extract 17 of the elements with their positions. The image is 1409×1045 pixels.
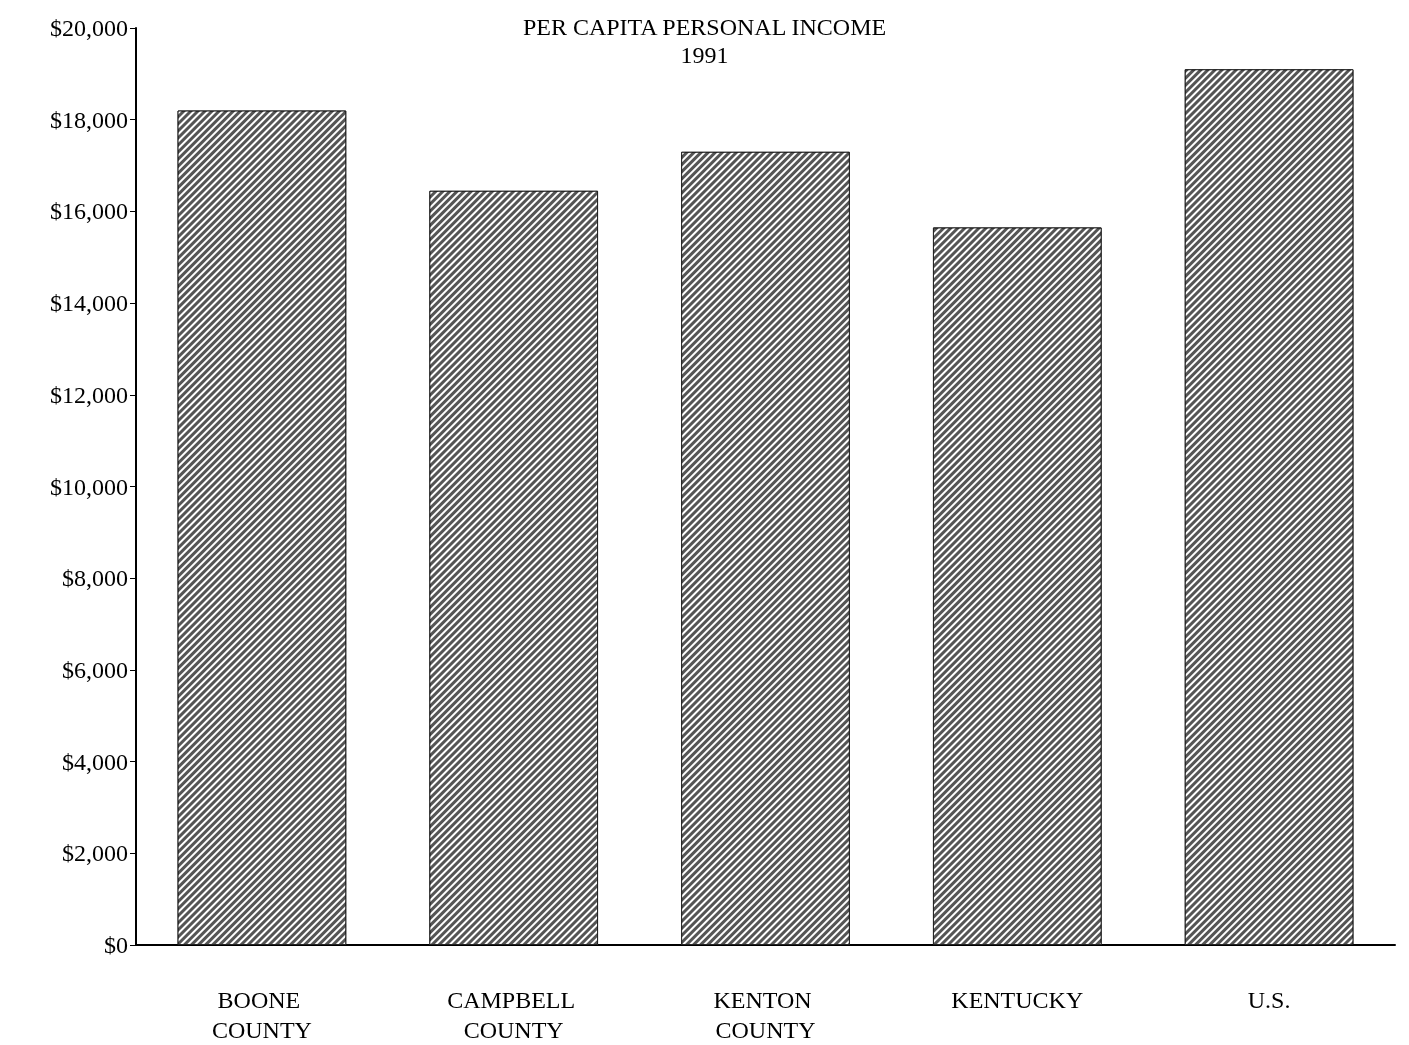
- y-tick-label: $18,000: [50, 106, 128, 133]
- x-tick-label: BOONE COUNTY: [211, 987, 312, 1043]
- y-tick-label: $10,000: [50, 473, 128, 500]
- y-tick-label: $4,000: [62, 748, 128, 775]
- y-tick-label: $20,000: [50, 15, 128, 41]
- x-tick-label: CAMPBELL COUNTY: [447, 987, 581, 1043]
- x-tick-label: KENTUCKY: [951, 987, 1084, 1013]
- y-tick-label: $6,000: [62, 656, 128, 683]
- y-tick-label: $8,000: [62, 565, 128, 592]
- x-tick-label: U.S.: [1247, 987, 1291, 1013]
- y-tick-label: $14,000: [50, 290, 128, 317]
- y-tick-label: $2,000: [62, 840, 128, 867]
- y-tick-label: $16,000: [50, 198, 128, 225]
- chart-title: PER CAPITA PERSONAL INCOME 1991: [522, 14, 887, 68]
- y-tick-label: $12,000: [50, 381, 128, 408]
- y-tick-label: $0: [104, 932, 128, 958]
- x-tick-label: KENTON COUNTY: [713, 987, 818, 1043]
